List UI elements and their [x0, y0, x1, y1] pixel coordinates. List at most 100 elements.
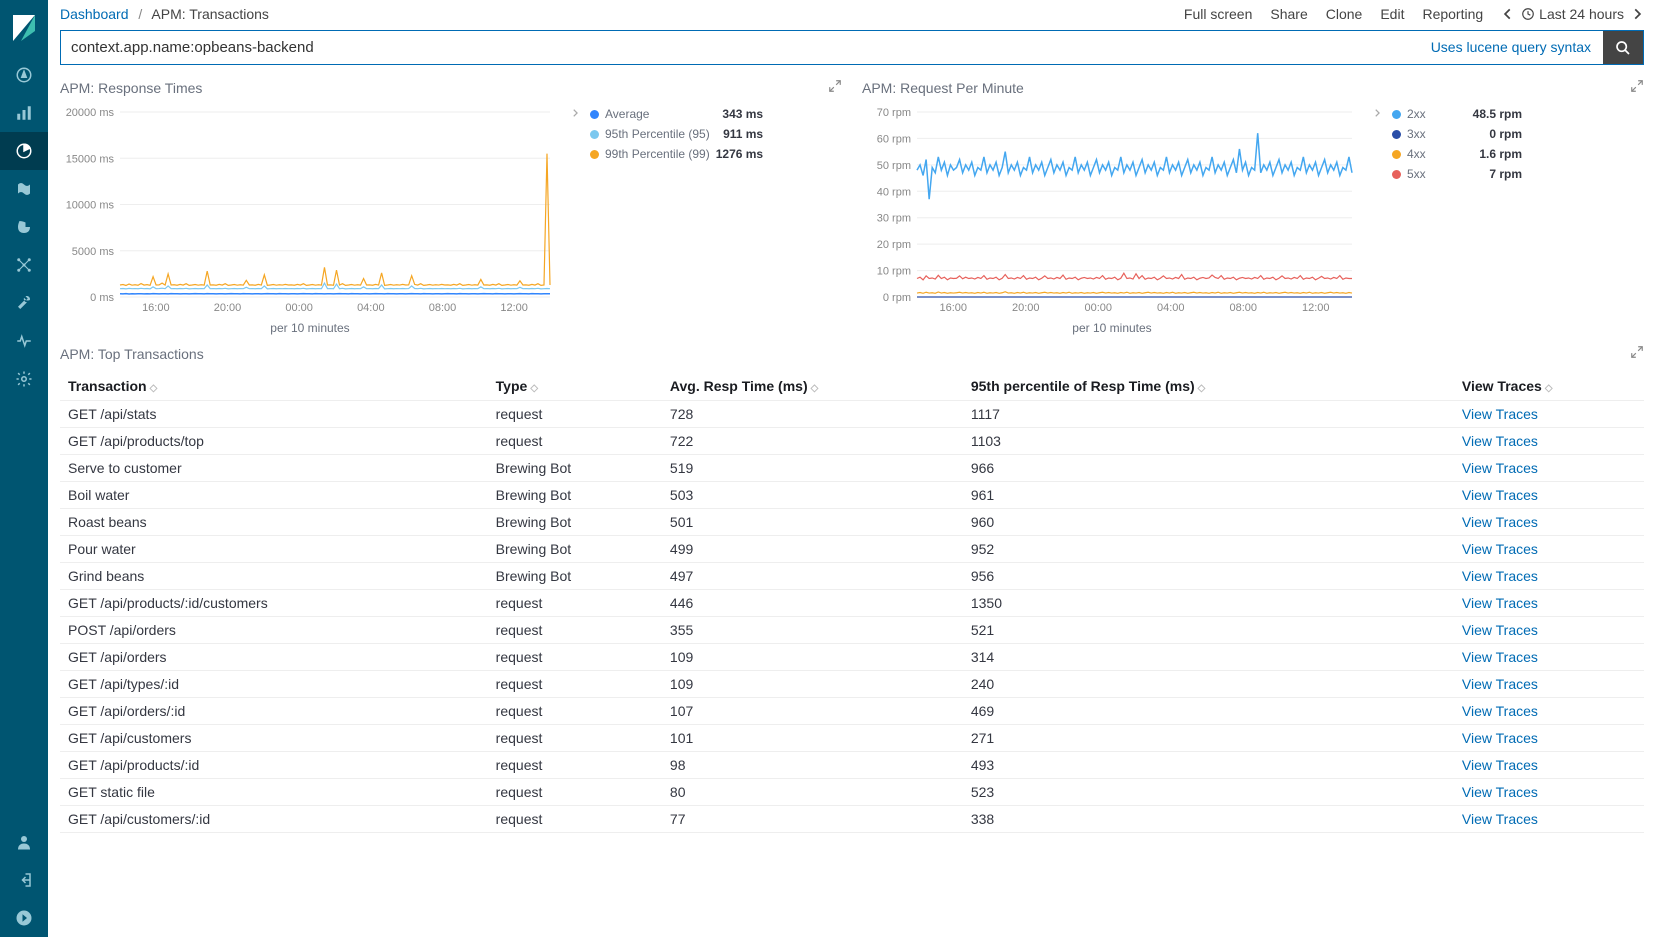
legend-dot-icon: [590, 130, 599, 139]
view-traces-link[interactable]: View Traces: [1454, 617, 1644, 644]
view-traces-link[interactable]: View Traces: [1454, 644, 1644, 671]
view-traces-link[interactable]: View Traces: [1454, 779, 1644, 806]
table-cell: Grind beans: [60, 563, 488, 590]
query-syntax-hint[interactable]: Uses lucene query syntax: [1419, 31, 1603, 64]
sort-icon: ◇: [1545, 383, 1553, 394]
legend-label: 99th Percentile (99): [605, 147, 710, 161]
column-header[interactable]: Type◇: [488, 372, 662, 401]
time-next-icon[interactable]: [1630, 7, 1644, 21]
legend-item[interactable]: 95th Percentile (95)911 ms: [570, 124, 763, 144]
svg-text:0 rpm: 0 rpm: [883, 292, 911, 304]
nav-canvas-icon[interactable]: [0, 208, 48, 246]
table-cell: GET /api/products/:id: [60, 752, 488, 779]
nav-graph-icon[interactable]: [0, 246, 48, 284]
view-traces-link[interactable]: View Traces: [1454, 482, 1644, 509]
rpm-panel: APM: Request Per Minute 0 rpm10 rpm20 rp…: [862, 75, 1644, 335]
legend-item[interactable]: 99th Percentile (99)1276 ms: [570, 144, 763, 164]
expand-icon[interactable]: [1630, 79, 1644, 96]
legend-item[interactable]: 5xx7 rpm: [1372, 164, 1522, 184]
table-cell: Brewing Bot: [488, 509, 662, 536]
legend-item[interactable]: 3xx0 rpm: [1372, 124, 1522, 144]
view-traces-link[interactable]: View Traces: [1454, 698, 1644, 725]
view-traces-link[interactable]: View Traces: [1454, 725, 1644, 752]
nav-management-icon[interactable]: [0, 360, 48, 398]
nav-visualize-icon[interactable]: [0, 94, 48, 132]
table-cell: request: [488, 590, 662, 617]
share-button[interactable]: Share: [1270, 6, 1307, 22]
svg-text:00:00: 00:00: [1084, 302, 1112, 314]
table-row: GET /api/types/:idrequest109240View Trac…: [60, 671, 1644, 698]
chevron-right-icon[interactable]: [570, 107, 580, 121]
table-cell: 722: [662, 428, 963, 455]
table-cell: GET /api/types/:id: [60, 671, 488, 698]
table-cell: 355: [662, 617, 963, 644]
breadcrumb-root[interactable]: Dashboard: [60, 6, 129, 22]
clock-icon: [1521, 7, 1535, 21]
svg-text:50 rpm: 50 rpm: [877, 160, 911, 172]
view-traces-link[interactable]: View Traces: [1454, 509, 1644, 536]
table-row: POST /api/ordersrequest355521View Traces: [60, 617, 1644, 644]
search-icon: [1615, 40, 1631, 56]
nav-devtools-icon[interactable]: [0, 284, 48, 322]
table-row: GET /api/products/:id/customersrequest44…: [60, 590, 1644, 617]
table-cell: 338: [963, 806, 1454, 833]
table-cell: 109: [662, 671, 963, 698]
clone-button[interactable]: Clone: [1326, 6, 1363, 22]
time-prev-icon[interactable]: [1501, 7, 1515, 21]
nav-user-icon[interactable]: [0, 823, 48, 861]
column-header[interactable]: 95th percentile of Resp Time (ms)◇: [963, 372, 1454, 401]
nav-discover-icon[interactable]: [0, 56, 48, 94]
view-traces-link[interactable]: View Traces: [1454, 455, 1644, 482]
legend-label: 4xx: [1407, 147, 1473, 161]
panel-title: APM: Response Times: [60, 80, 202, 96]
kibana-logo-icon[interactable]: [0, 0, 48, 56]
transactions-section: APM: Top Transactions Transaction◇Type◇A…: [48, 335, 1656, 833]
column-header[interactable]: Transaction◇: [60, 372, 488, 401]
column-header[interactable]: Avg. Resp Time (ms)◇: [662, 372, 963, 401]
topbar-actions: Full screen Share Clone Edit Reporting L…: [1184, 6, 1644, 22]
view-traces-link[interactable]: View Traces: [1454, 428, 1644, 455]
response-times-legend: Average343 ms95th Percentile (95)911 ms9…: [560, 104, 763, 335]
table-cell: 497: [662, 563, 963, 590]
reporting-button[interactable]: Reporting: [1422, 6, 1483, 22]
view-traces-link[interactable]: View Traces: [1454, 752, 1644, 779]
view-traces-link[interactable]: View Traces: [1454, 563, 1644, 590]
view-traces-link[interactable]: View Traces: [1454, 590, 1644, 617]
legend-value: 343 ms: [722, 107, 763, 121]
view-traces-link[interactable]: View Traces: [1454, 401, 1644, 428]
fullscreen-button[interactable]: Full screen: [1184, 6, 1252, 22]
view-traces-link[interactable]: View Traces: [1454, 536, 1644, 563]
view-traces-link[interactable]: View Traces: [1454, 806, 1644, 833]
breadcrumb-current: APM: Transactions: [151, 6, 269, 22]
legend-item[interactable]: 4xx1.6 rpm: [1372, 144, 1522, 164]
edit-button[interactable]: Edit: [1380, 6, 1404, 22]
nav-monitoring-icon[interactable]: [0, 322, 48, 360]
legend-value: 0 rpm: [1489, 127, 1522, 141]
table-row: Serve to customerBrewing Bot519966View T…: [60, 455, 1644, 482]
response-times-chart[interactable]: 0 ms5000 ms10000 ms15000 ms20000 ms16:00…: [60, 104, 560, 314]
table-cell: request: [488, 806, 662, 833]
legend-item[interactable]: 2xx48.5 rpm: [1372, 104, 1522, 124]
nav-timelion-icon[interactable]: [0, 170, 48, 208]
column-header[interactable]: View Traces◇: [1454, 372, 1644, 401]
rpm-chart[interactable]: 0 rpm10 rpm20 rpm30 rpm40 rpm50 rpm60 rp…: [862, 104, 1362, 314]
svg-text:10000 ms: 10000 ms: [66, 200, 115, 212]
chevron-right-icon[interactable]: [1372, 107, 1382, 121]
query-input[interactable]: [61, 31, 1419, 64]
table-row: GET /api/statsrequest7281117View Traces: [60, 401, 1644, 428]
svg-text:15000 ms: 15000 ms: [66, 153, 115, 165]
legend-dot-icon: [590, 150, 599, 159]
expand-icon[interactable]: [1630, 345, 1644, 362]
search-button[interactable]: [1603, 31, 1643, 64]
table-cell: GET /api/customers: [60, 725, 488, 752]
nav-logout-icon[interactable]: [0, 861, 48, 899]
nav-dashboard-icon[interactable]: [0, 132, 48, 170]
view-traces-link[interactable]: View Traces: [1454, 671, 1644, 698]
svg-text:5000 ms: 5000 ms: [72, 246, 115, 258]
table-cell: request: [488, 671, 662, 698]
time-picker[interactable]: Last 24 hours: [1521, 6, 1624, 22]
expand-icon[interactable]: [828, 79, 842, 96]
legend-item[interactable]: Average343 ms: [570, 104, 763, 124]
table-cell: 493: [963, 752, 1454, 779]
nav-collapse-icon[interactable]: [0, 899, 48, 937]
